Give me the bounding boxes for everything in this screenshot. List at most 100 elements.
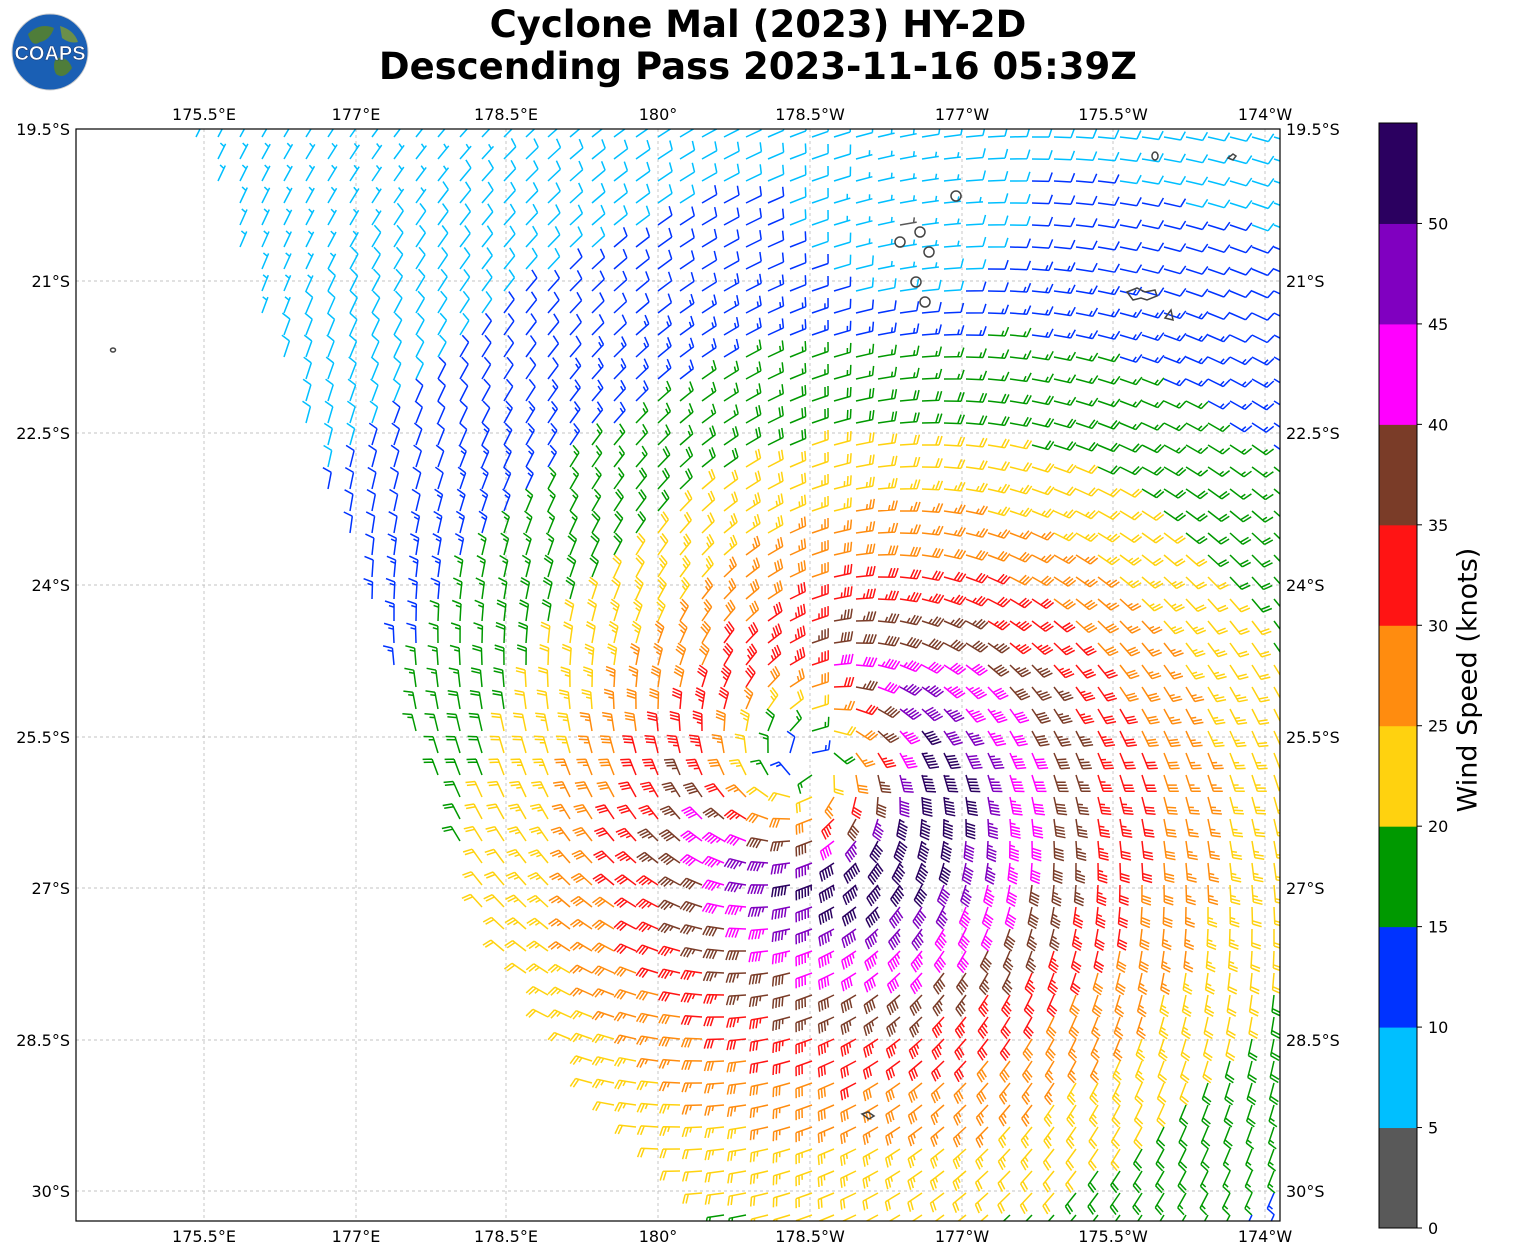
wind-barb [415, 268, 426, 292]
wind-barb [767, 164, 785, 182]
wind-barb [1163, 752, 1180, 770]
wind-barb [855, 387, 875, 402]
wind-barb [325, 378, 334, 402]
wind-barb [327, 252, 337, 270]
wind-barb [921, 503, 944, 514]
wind-barb [404, 667, 417, 688]
wind-barb [481, 422, 490, 446]
wind-barb [795, 818, 813, 835]
wind-barb [642, 758, 659, 776]
wind-barb [965, 196, 984, 204]
wind-barb [239, 186, 248, 204]
wind-barb [591, 988, 615, 998]
wind-barb [877, 658, 901, 670]
wind-barb [261, 296, 269, 314]
wind-barb [327, 268, 336, 292]
wind-barb [701, 316, 717, 336]
wind-barb [767, 230, 785, 248]
wind-barb [943, 639, 967, 652]
wind-barb [503, 291, 515, 314]
wind-barb [415, 143, 427, 160]
wind-barb [1097, 174, 1120, 184]
wind-barb [723, 185, 740, 204]
wind-barb [1155, 1126, 1166, 1150]
wind-barb [1251, 267, 1275, 277]
wind-barb [583, 666, 594, 688]
wind-barb [635, 967, 659, 979]
wind-barb [1031, 708, 1051, 724]
wind-barb [1141, 422, 1165, 431]
wind-barb [987, 483, 1011, 494]
colorbar-tick-label: 30 [1428, 616, 1448, 635]
wind-barb [771, 972, 791, 987]
wind-barb [1075, 664, 1097, 679]
wind-barb [921, 706, 944, 722]
wind-barb [965, 281, 987, 292]
wind-barb [1119, 840, 1132, 861]
wind-barb [1114, 994, 1125, 1018]
wind-barb [217, 142, 227, 160]
wind-barb [1097, 752, 1114, 770]
wind-barb [839, 1148, 857, 1167]
wind-barb [1031, 508, 1055, 518]
wind-barb [999, 1060, 1011, 1083]
wind-barb [613, 510, 624, 534]
wind-barb [569, 964, 593, 974]
lat-tick-label-left: 28.5°S [16, 1031, 70, 1050]
wind-barb [1009, 305, 1032, 316]
wind-barb [533, 735, 549, 754]
wind-barb [657, 315, 673, 336]
wind-barb [1069, 1214, 1077, 1221]
wind-barb [888, 906, 904, 929]
wind-barb [1066, 1104, 1077, 1128]
wind-barb [393, 129, 402, 138]
wind-barb [1141, 175, 1164, 185]
wind-barb [635, 445, 648, 468]
wind-barb [437, 203, 449, 226]
wind-barb [886, 1016, 901, 1037]
wind-barb [469, 689, 483, 710]
wind-barb [1050, 906, 1061, 929]
wind-barb [541, 599, 552, 622]
wind-barb [768, 817, 791, 828]
wind-barb [772, 1038, 791, 1053]
wind-barb [765, 708, 775, 732]
wind-barb [542, 576, 553, 600]
wind-barb [570, 895, 593, 908]
wind-barb [855, 774, 869, 794]
wind-barb [745, 164, 763, 182]
wind-barb [531, 780, 549, 798]
wind-barb [635, 898, 659, 910]
wind-barb [739, 709, 750, 732]
wind-barb [415, 246, 426, 270]
wind-barb [811, 129, 829, 138]
wind-barb [283, 252, 292, 270]
wind-barb [1154, 1170, 1165, 1194]
wind-barb [661, 781, 681, 798]
wind-barb [707, 758, 725, 776]
wind-barb [345, 444, 355, 468]
wind-barb [811, 672, 830, 688]
wind-barb [644, 734, 659, 754]
wind-barb [875, 796, 887, 819]
wind-barb [1163, 422, 1187, 432]
wind-barb [548, 895, 571, 908]
wind-barb [795, 906, 813, 923]
wind-barb [592, 873, 615, 886]
lat-tick-label-left: 22.5°S [16, 424, 70, 443]
wind-barb [437, 225, 449, 248]
wind-barb [789, 603, 806, 622]
wind-barb [569, 1010, 593, 1020]
wind-barb [1075, 441, 1099, 452]
wind-barb [1009, 664, 1032, 678]
wind-barb [877, 635, 900, 647]
wind-barb [1065, 1126, 1077, 1150]
wind-barb [811, 517, 829, 534]
wind-barb [613, 248, 628, 270]
wind-barb [975, 1148, 989, 1170]
wind-barb [525, 963, 549, 974]
wind-barb [723, 599, 736, 622]
wind-barb [975, 1126, 989, 1148]
wind-barb [1031, 774, 1047, 793]
wind-barb [840, 972, 857, 992]
